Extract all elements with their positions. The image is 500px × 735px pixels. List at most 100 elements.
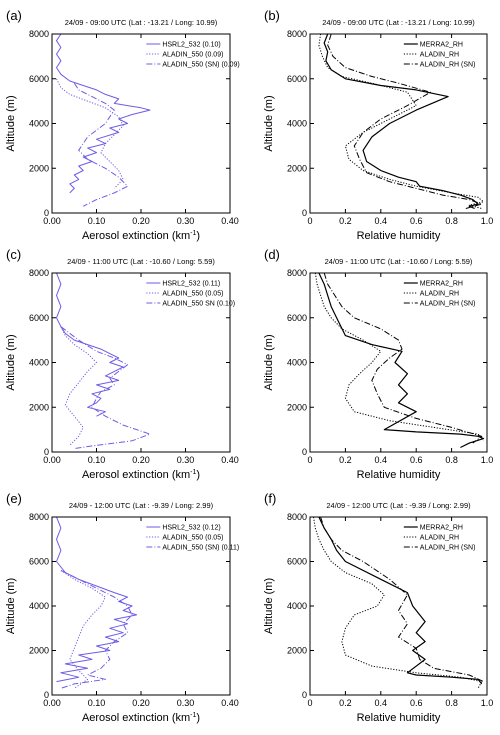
y-tick-label: 8000 [287,512,307,522]
panel-title: 24/09 - 11:00 UTC (Lat : -10.60 / Long: … [325,257,473,266]
legend-entry: ALADIN_550 (0.09) [162,52,223,59]
legend-entry: ALADIN_RH (SN) [420,301,476,308]
x-tick-label: 0.8 [445,698,458,708]
x-axis-label: Aerosol extinction (km-1) [82,230,200,242]
y-axis-label: Altitude (m) [263,95,275,151]
legend-entry: MERRA2_RH [420,525,463,532]
x-tick-label: 0.8 [445,455,458,465]
x-tick-label: 0.4 [375,455,388,465]
legend-entry: ALADIN_550 (0.05) [162,291,223,298]
series-line-1 [56,78,124,189]
y-tick-label: 2000 [287,402,307,412]
y-tick-label: 0 [302,208,307,218]
x-tick-label: 0.40 [221,216,239,226]
panel-title: 24/09 - 12:00 UTC (Lat : -9.39 / Long: 2… [326,501,471,510]
chart-panel-c: (c) 24/09 - 11:00 UTC (Lat : -10.60 / Lon… [5,247,239,481]
legend-entry: ALADIN_RH (SN) [420,545,476,552]
x-tick-label: 0.6 [410,455,423,465]
series-line-0 [56,272,124,417]
x-tick-label: 0.10 [88,216,106,226]
x-tick-label: 0.00 [43,698,61,708]
y-tick-label: 8000 [29,512,49,522]
y-tick-label: 0 [302,690,307,700]
x-tick-label: 0.20 [132,216,150,226]
y-tick-label: 6000 [29,74,49,84]
legend-entry: MERRA2_RH [420,42,463,49]
x-axis-label-exponent: -1 [190,469,196,476]
panel-label: (f) [264,491,276,506]
series-line-2 [73,82,129,207]
x-axis-label: Relative humidity [357,230,441,242]
legend: MERRA2_RH ALADIN_RH ALADIN_RH (SN) [403,525,476,552]
chart-panel-a: (a) 24/09 - 09:00 UTC (Lat : -13.21 / Lon… [5,8,240,242]
x-tick-label: 0.2 [339,455,352,465]
series-line-1 [60,326,97,446]
y-tick-label: 4000 [29,601,49,611]
panel-title: 24/09 - 09:00 UTC (Lat : -13.21 / Long: … [322,18,475,27]
chart-panel-b: (b) 24/09 - 09:00 UTC (Lat : -13.21 / Lon… [263,8,493,242]
series-line-2 [327,33,483,209]
series-line-1 [318,33,484,209]
x-tick-label: 0.40 [221,698,239,708]
legend-entry: ALADIN_550 SN (0.10) [162,301,235,308]
x-tick-label: 0.20 [132,698,150,708]
legend-entry: ALADIN_RH [420,291,459,298]
x-tick-label: 0.10 [88,698,106,708]
x-axis-label-exponent: -1 [190,712,196,719]
y-tick-label: 4000 [287,119,307,129]
series-line-0 [56,516,138,683]
x-tick-label: 0.40 [221,455,239,465]
legend-entry: ALADIN_550 (0.05) [162,535,223,542]
y-axis-label: Altitude (m) [5,334,17,390]
x-tick-label: 0.00 [43,455,61,465]
y-tick-label: 4000 [29,119,49,129]
x-tick-label: 0.6 [410,698,423,708]
x-axis-label-main: Aerosol extinction (km [82,230,190,242]
x-axis-label: Aerosol extinction (km-1) [82,469,200,481]
x-axis-label-main: Relative humidity [357,230,441,242]
x-tick-label: 0.8 [445,216,458,226]
x-axis-label-close: ) [196,230,200,242]
panel-label: (b) [264,8,280,23]
legend: MERRA2_RH ALADIN_RH ALADIN_RH (SN) [403,281,476,308]
y-tick-label: 6000 [287,313,307,323]
series-line-0 [318,516,483,685]
panel-label: (a) [6,8,22,23]
legend-entry: ALADIN_RH [420,52,459,59]
y-tick-label: 0 [302,447,307,457]
legend-entry: HSRL2_532 (0.12) [162,525,220,532]
y-tick-label: 4000 [29,358,49,368]
legend-entry: HSRL2_532 (0.10) [162,42,220,49]
x-tick-label: 1.0 [481,455,494,465]
x-tick-label: 1.0 [481,216,494,226]
legend-entry: ALADIN_RH (SN) [420,62,476,69]
series-line-2 [60,326,151,450]
legend-entry: ALADIN_RH [420,535,459,542]
y-tick-label: 2000 [29,402,49,412]
series-line-2 [320,516,484,683]
x-tick-label: 0.4 [375,698,388,708]
y-tick-label: 6000 [287,74,307,84]
legend: HSRL2_532 (0.11) ALADIN_550 (0.05) ALADIN_… [146,281,235,308]
x-tick-label: 0.30 [177,216,195,226]
x-tick-label: 0.2 [339,698,352,708]
y-tick-label: 2000 [29,646,49,656]
x-axis-label-close: ) [196,469,200,481]
legend-entry: ALADIN_550 (SN) (0.09) [162,62,239,69]
x-tick-label: 0.00 [43,216,61,226]
x-axis-label-main: Relative humidity [357,469,441,481]
panel-label: (c) [6,247,21,262]
x-tick-label: 0.20 [132,455,150,465]
x-tick-label: 0.2 [339,216,352,226]
x-axis-label-exponent: -1 [190,230,196,237]
panel-title: 24/09 - 12:00 UTC (Lat : -9.39 / Long: 2… [69,501,214,510]
series-line-2 [323,272,483,444]
y-tick-label: 6000 [29,313,49,323]
y-tick-label: 8000 [29,29,49,39]
legend: HSRL2_532 (0.10) ALADIN_550 (0.09) ALADIN_… [146,42,240,69]
x-tick-label: 0 [307,698,312,708]
x-axis-label-main: Aerosol extinction (km [82,712,190,724]
x-tick-label: 1.0 [481,698,494,708]
panel-title: 24/09 - 09:00 UTC (Lat : -13.21 / Long: … [65,18,218,27]
